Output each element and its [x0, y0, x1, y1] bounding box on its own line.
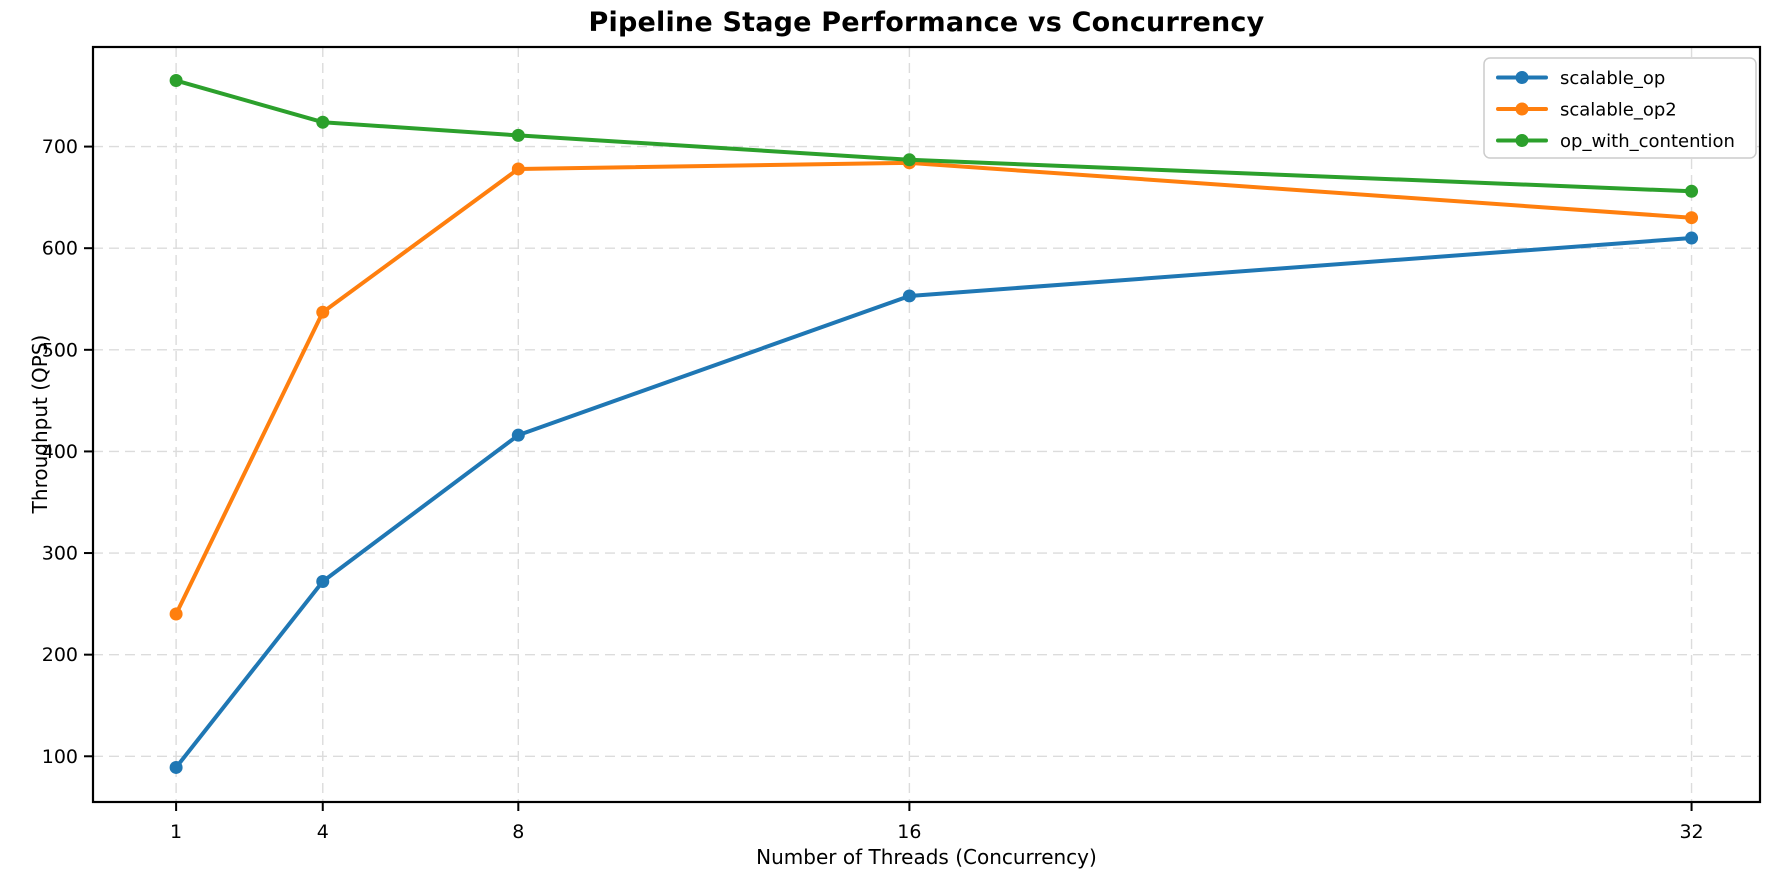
data-point	[1685, 211, 1699, 225]
x-axis-label: Number of Threads (Concurrency)	[756, 845, 1097, 869]
data-point	[316, 305, 330, 319]
y-tick-label: 600	[42, 238, 78, 260]
gridlines	[93, 47, 1760, 802]
series-op_with_contention	[169, 74, 1699, 198]
legend: scalable_op scalable_op2 op_with_contentio…	[1483, 57, 1757, 159]
series-line	[174, 160, 1694, 617]
legend-entry: scalable_op	[1496, 68, 1665, 89]
data-point	[1685, 231, 1699, 245]
legend-label: scalable_op2	[1560, 100, 1677, 121]
series-line	[174, 236, 1694, 770]
x-tick-label: 4	[317, 821, 329, 843]
x-tick-label: 1	[170, 821, 182, 843]
axes-frame	[91, 45, 1762, 804]
chart-title: Pipeline Stage Performance vs Concurrenc…	[588, 7, 1265, 38]
legend-swatch-marker	[1515, 71, 1529, 84]
y-tick-label: 400	[42, 441, 78, 463]
data-point	[169, 74, 183, 88]
data-point	[169, 607, 183, 621]
x-tick-label: 8	[512, 821, 524, 843]
y-tick-label: 200	[42, 644, 78, 666]
data-point	[316, 574, 330, 588]
series-line	[174, 78, 1694, 194]
data-point	[1685, 184, 1699, 198]
series-scalable_op	[169, 231, 1699, 774]
x-tick-label: 16	[897, 821, 921, 843]
legend-swatch-marker	[1515, 102, 1529, 116]
ticks: 100 200 300 400 500 600 700 1 4 8 16 32	[42, 136, 1704, 843]
legend-label: op_with_contention	[1560, 131, 1735, 152]
y-tick-label: 300	[42, 543, 78, 565]
legend-swatch-marker	[1515, 134, 1529, 147]
series-scalable_op2	[169, 156, 1699, 621]
y-tick-label: 100	[42, 746, 78, 768]
data-point	[169, 760, 183, 774]
data-point	[902, 153, 916, 167]
y-tick-label: 700	[42, 136, 78, 158]
data-point	[511, 428, 525, 442]
y-tick-label: 500	[42, 339, 78, 361]
legend-entry: scalable_op2	[1496, 100, 1677, 121]
data-point	[511, 162, 525, 176]
data-point	[511, 128, 525, 142]
data-point	[902, 289, 916, 303]
x-tick-label: 32	[1679, 821, 1703, 843]
legend-label: scalable_op	[1560, 68, 1665, 89]
legend-box	[1483, 57, 1757, 159]
data-point	[316, 115, 330, 129]
legend-entry: op_with_contention	[1496, 131, 1735, 152]
